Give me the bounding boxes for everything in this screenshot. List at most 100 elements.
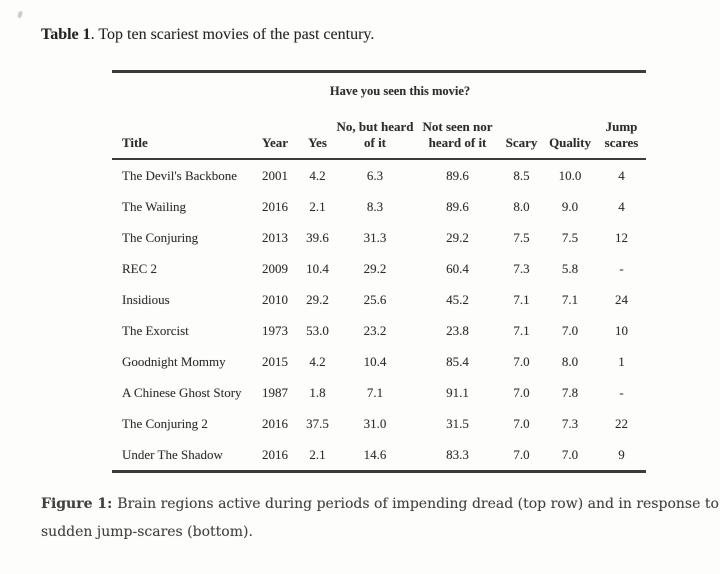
movie-value-cell: 2013 xyxy=(262,229,288,245)
movie-value-cell: 89.6 xyxy=(446,198,469,214)
movie-value-cell: 85.4 xyxy=(446,353,469,369)
column-header-scary: Scary xyxy=(505,134,538,150)
table-row: Under The Shadow 2016 2.1 14.6 83.3 7.0 7.0 9 xyxy=(112,439,646,472)
movie-value-cell: 7.1 xyxy=(513,291,530,307)
movie-value-cell: 2016 xyxy=(262,446,288,462)
column-header-jump-scares: Jump scares xyxy=(604,119,639,150)
movie-value-cell: 4.2 xyxy=(309,167,326,183)
movie-value-cell: 29.2 xyxy=(363,260,387,276)
movie-value-cell: 9.0 xyxy=(561,198,579,214)
figure-caption-line2: sudden jump-scares (bottom). xyxy=(41,524,253,540)
span-header-row: Have you seen this movie? xyxy=(112,72,646,108)
column-header-title: Title xyxy=(122,134,148,150)
movie-title-cell: Goodnight Mommy xyxy=(122,353,226,369)
movie-value-cell: 29.2 xyxy=(446,229,469,245)
table-caption: Table 1. Top ten scariest movies of the … xyxy=(41,26,374,44)
movie-value-cell: 31.0 xyxy=(363,415,387,431)
movie-value-cell: 2016 xyxy=(262,415,288,431)
movie-value-cell: 1987 xyxy=(262,384,288,400)
column-header-quality: Quality xyxy=(549,134,591,150)
movie-value-cell: 8.0 xyxy=(561,353,579,369)
movie-value-cell: 2.1 xyxy=(309,446,326,462)
movie-value-cell: 10.4 xyxy=(363,353,387,369)
movie-value-cell: 7.5 xyxy=(561,229,579,245)
span-header-spacer-right xyxy=(500,72,646,108)
movie-value-cell: 31.3 xyxy=(363,229,387,245)
movie-value-cell: 25.6 xyxy=(363,291,387,307)
movie-value-cell: 1.8 xyxy=(309,384,326,400)
column-header-not-seen-nor-heard: Not seen nor heard of it xyxy=(422,119,493,150)
movie-value-cell: 23.8 xyxy=(446,322,469,338)
movie-value-cell: 10 xyxy=(615,322,629,338)
table-row: The Devil's Backbone 2001 4.2 6.3 89.6 8.5 10.… xyxy=(112,159,646,191)
movie-value-cell: 4 xyxy=(618,167,625,183)
movie-value-cell: 7.1 xyxy=(561,291,579,307)
movie-value-cell: 1973 xyxy=(262,322,288,338)
movie-value-cell: 10.0 xyxy=(558,167,582,183)
table-caption-label: Table 1 xyxy=(41,26,91,43)
table-row: The Exorcist 1973 53.0 23.2 23.8 7.1 7.0 10 xyxy=(112,315,646,346)
movie-value-cell: 83.3 xyxy=(446,446,469,462)
movie-value-cell: 7.0 xyxy=(513,353,530,369)
movie-value-cell: 29.2 xyxy=(306,291,329,307)
movie-value-cell: - xyxy=(619,384,624,400)
movie-value-cell: 7.1 xyxy=(366,384,384,400)
table-body: The Devil's Backbone 2001 4.2 6.3 89.6 8.5 10.… xyxy=(112,159,646,472)
movie-value-cell: 89.6 xyxy=(446,167,469,183)
movie-value-cell: 7.0 xyxy=(561,446,579,462)
movie-title-cell: The Exorcist xyxy=(122,322,189,338)
movie-title-cell: Under The Shadow xyxy=(122,446,223,462)
movie-title-cell: The Devil's Backbone xyxy=(122,167,237,183)
movie-value-cell: 8.5 xyxy=(513,167,530,183)
column-header-yes: Yes xyxy=(308,134,327,150)
movie-value-cell: 37.5 xyxy=(306,415,329,431)
movie-value-cell: - xyxy=(619,260,624,276)
movie-title-cell: The Conjuring xyxy=(122,229,199,245)
movie-value-cell: 10.4 xyxy=(306,260,329,276)
movie-value-cell: 4 xyxy=(618,198,625,214)
movie-value-cell: 7.3 xyxy=(513,260,530,276)
table-header: Have you seen this movie? Title Year Yes… xyxy=(112,72,647,159)
table-row: Goodnight Mommy 2015 4.2 10.4 85.4 7.0 8.0 1 xyxy=(112,346,646,377)
movie-value-cell: 6.3 xyxy=(366,167,384,183)
movie-value-cell: 22 xyxy=(615,415,629,431)
movie-value-cell: 7.8 xyxy=(561,384,579,400)
movie-title-cell: The Conjuring 2 xyxy=(122,415,208,431)
movie-value-cell: 2001 xyxy=(262,167,288,183)
movie-value-cell: 7.1 xyxy=(513,322,530,338)
movie-value-cell: 2016 xyxy=(262,198,288,214)
movie-value-cell: 2015 xyxy=(262,353,288,369)
movie-value-cell: 91.1 xyxy=(446,384,469,400)
movie-value-cell: 7.5 xyxy=(513,229,530,245)
movie-value-cell: 8.3 xyxy=(366,198,384,214)
movie-value-cell: 12 xyxy=(615,229,629,245)
table-1-container: Have you seen this movie? Title Year Yes… xyxy=(112,70,647,473)
table-row: A Chinese Ghost Story 1987 1.8 7.1 91.1 7.0 7.… xyxy=(112,377,646,408)
scan-artifact-mark xyxy=(17,10,23,19)
movie-value-cell: 53.0 xyxy=(306,322,329,338)
movie-value-cell: 60.4 xyxy=(446,260,469,276)
table-row: The Wailing 2016 2.1 8.3 89.6 8.0 9.0 4 xyxy=(112,191,646,222)
movie-value-cell: 14.6 xyxy=(363,446,387,462)
movie-value-cell: 2.1 xyxy=(309,198,326,214)
movie-value-cell: 5.8 xyxy=(561,260,579,276)
movie-value-cell: 7.3 xyxy=(561,415,579,431)
scariest-movies-table: Have you seen this movie? Title Year Yes… xyxy=(112,70,647,473)
movie-title-cell: Insidious xyxy=(122,291,170,307)
movie-value-cell: 23.2 xyxy=(363,322,387,338)
table-row: REC 2 2009 10.4 29.2 60.4 7.3 5.8 - xyxy=(112,253,646,284)
movie-value-cell: 31.5 xyxy=(446,415,469,431)
movie-value-cell: 9 xyxy=(618,446,625,462)
movie-value-cell: 4.2 xyxy=(309,353,326,369)
column-header-row: Title Year Yes No, but heard of it Not s… xyxy=(112,107,647,159)
movie-value-cell: 7.0 xyxy=(513,446,530,462)
column-header-no-but-heard: No, but heard of it xyxy=(336,119,414,150)
span-header-spacer-left xyxy=(112,72,300,108)
movie-value-cell: 7.0 xyxy=(513,384,530,400)
figure-caption: Figure 1: Brain regions active during per… xyxy=(41,490,719,546)
table-row: The Conjuring 2 2016 37.5 31.0 31.5 7.0 7.3 22 xyxy=(112,408,646,439)
column-header-year: Year xyxy=(262,134,288,150)
movie-value-cell: 45.2 xyxy=(446,291,469,307)
movie-title-cell: The Wailing xyxy=(122,198,187,214)
